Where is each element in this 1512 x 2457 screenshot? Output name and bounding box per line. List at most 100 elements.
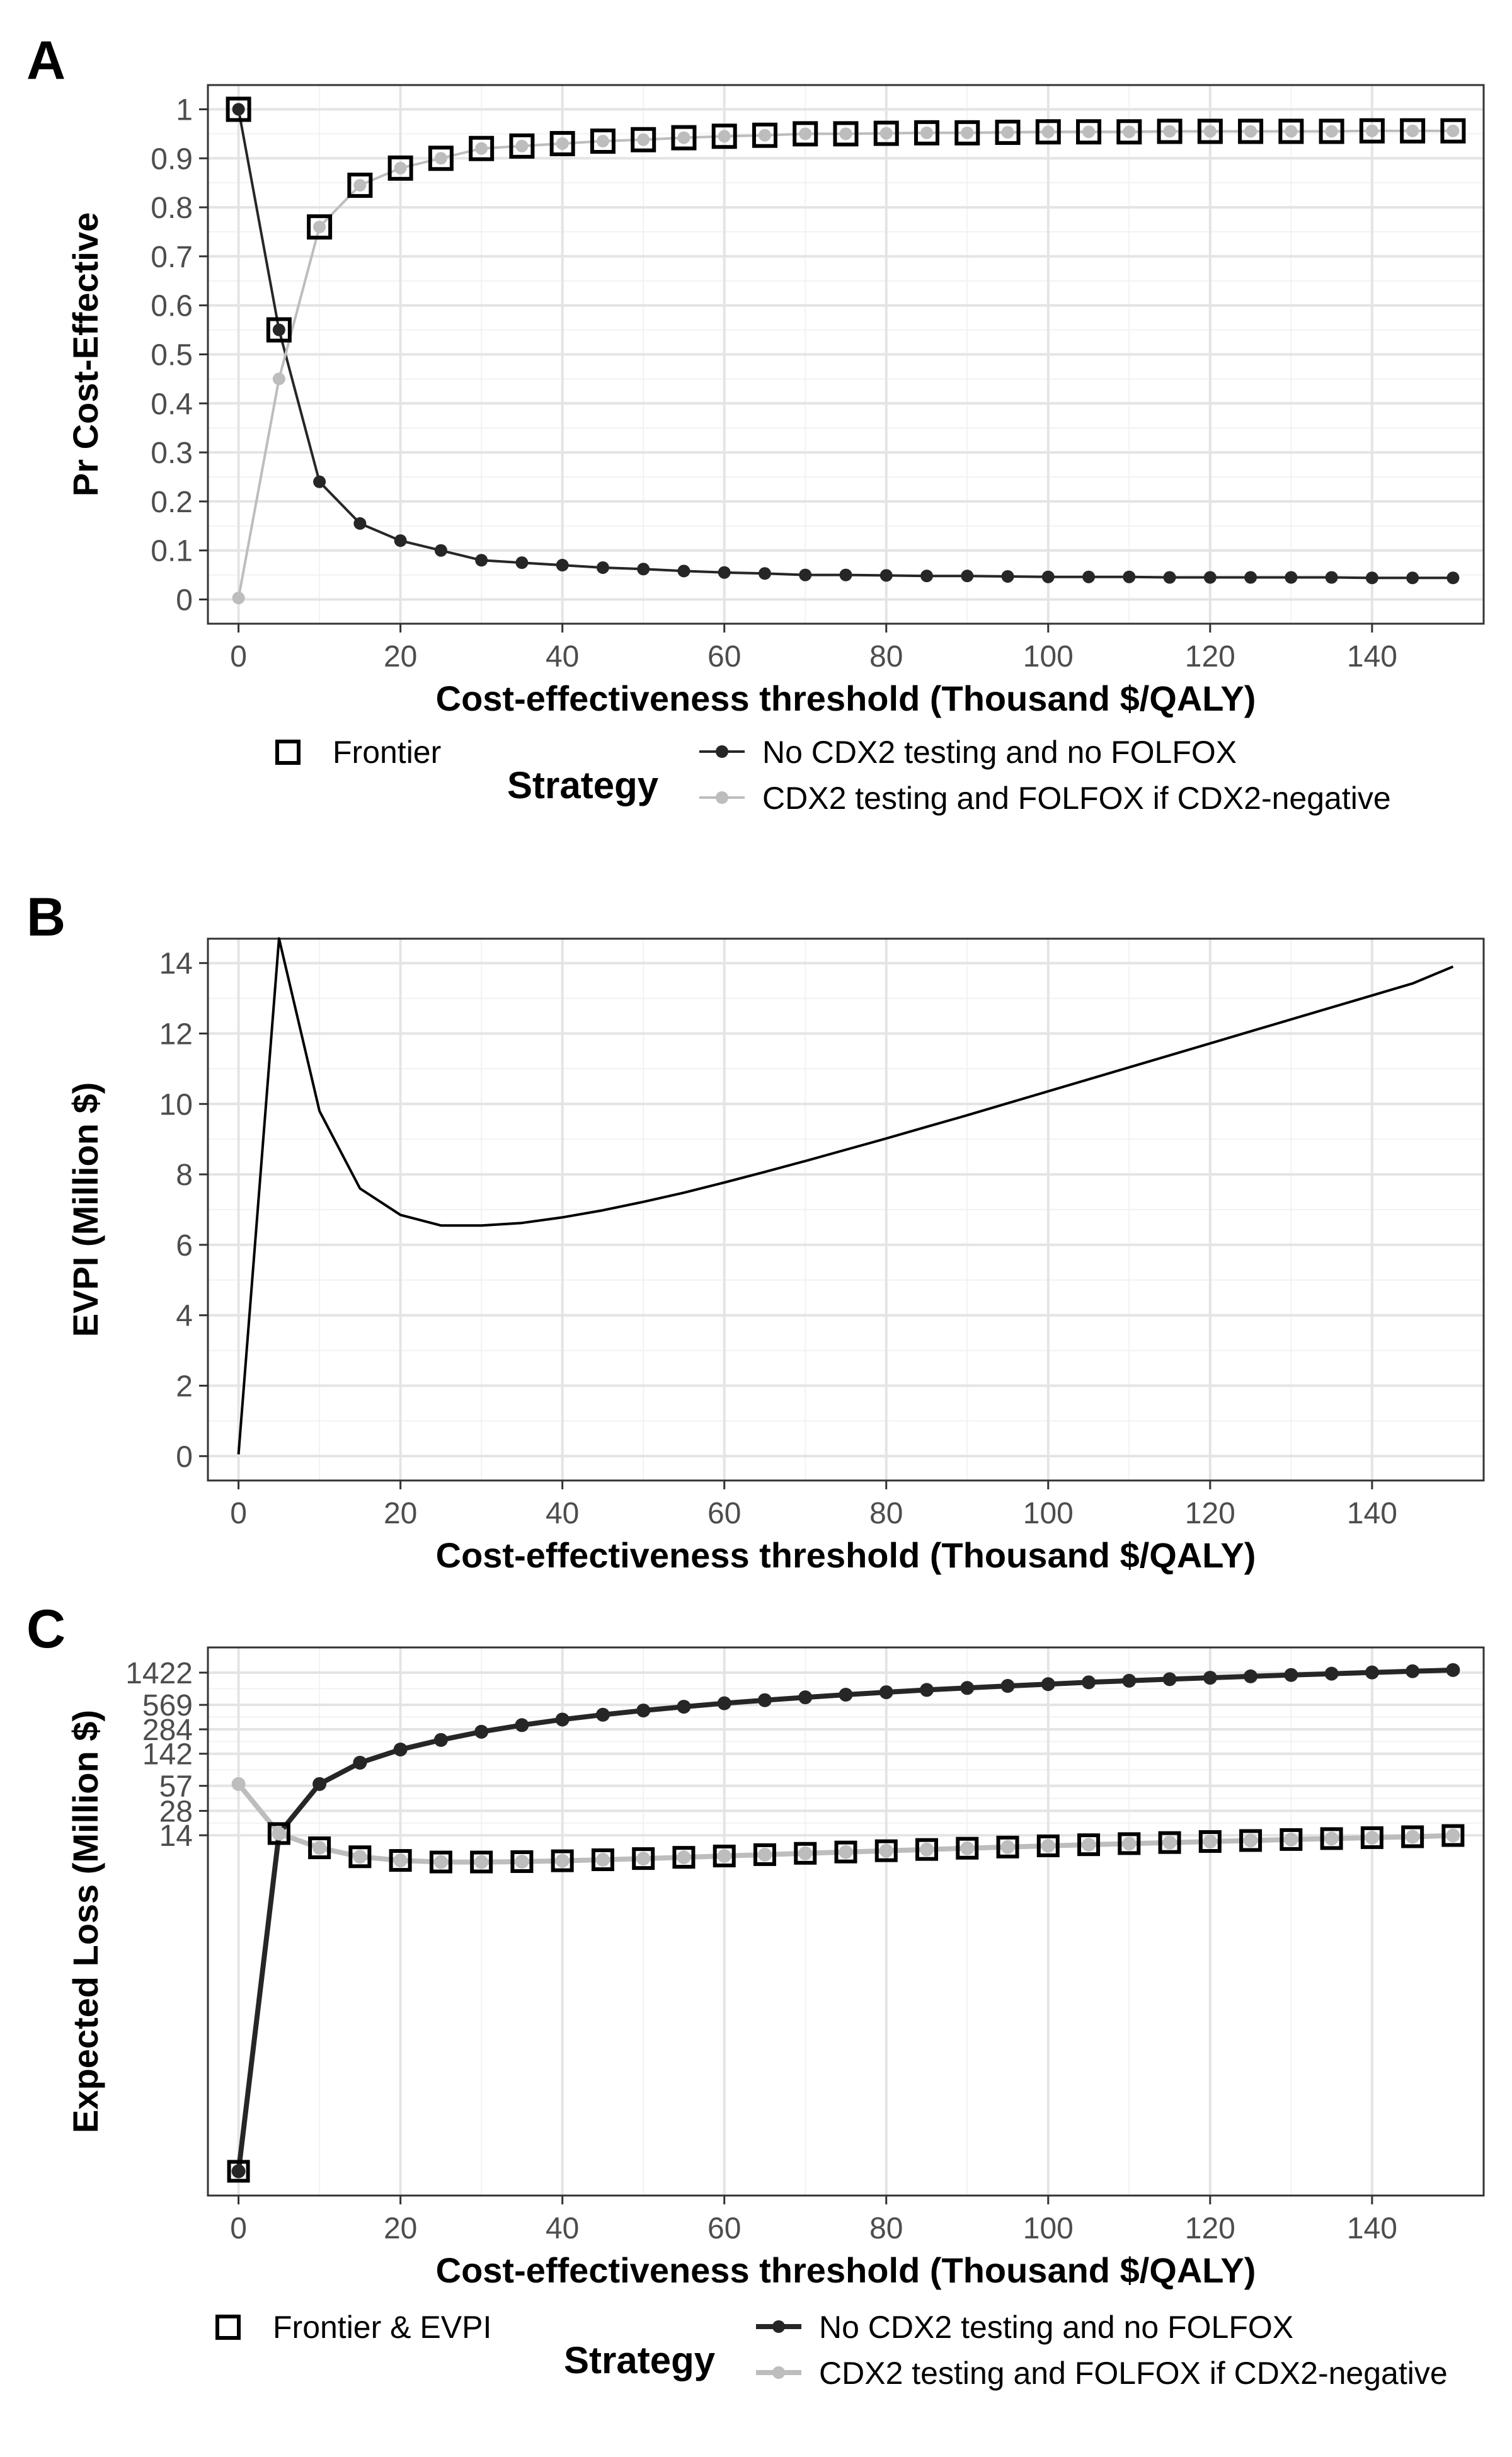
data-point xyxy=(718,130,731,143)
y-tick-label: 0.2 xyxy=(151,486,193,519)
frontier-marker xyxy=(227,2160,250,2183)
legend-key-point xyxy=(772,2366,785,2379)
x-tick-label: 0 xyxy=(230,2212,247,2245)
panel-letter-a: A xyxy=(26,30,66,91)
legend-item-label: CDX2 testing and FOLFOX if CDX2-negative xyxy=(819,2356,1448,2391)
data-point xyxy=(960,1681,975,1695)
y-tick-label: 0.3 xyxy=(151,437,193,470)
data-point xyxy=(232,592,245,605)
data-point xyxy=(1446,571,1460,585)
frontier-marker xyxy=(632,1847,655,1870)
x-tick-label: 100 xyxy=(1023,2212,1074,2245)
plot-frame xyxy=(207,84,1485,625)
data-point xyxy=(393,1743,408,1757)
frontier-marker xyxy=(389,1849,412,1872)
y-tick-label: 12 xyxy=(159,1018,193,1051)
data-point xyxy=(1365,1830,1379,1845)
data-point xyxy=(1041,570,1055,583)
x-tick-label: 60 xyxy=(707,1497,741,1530)
frontier-marker xyxy=(347,173,373,198)
frontier-marker xyxy=(348,1845,372,1869)
data-point xyxy=(555,1853,570,1868)
data-point xyxy=(272,323,285,336)
data-point xyxy=(1001,570,1014,583)
data-point xyxy=(839,568,852,581)
frontier-marker xyxy=(551,1849,574,1872)
y-tick-label: 10 xyxy=(159,1088,193,1121)
panel-a-chart: 0 20 40 60 80 100 120 140 0 0.1 0.2 0.3 0.4 0.5 0.6 0.7… xyxy=(66,84,1485,816)
frontier-marker xyxy=(549,130,575,156)
data-point xyxy=(515,1718,529,1732)
data-point xyxy=(1446,1828,1460,1843)
data-point xyxy=(1122,1673,1137,1688)
data-point xyxy=(798,1846,813,1860)
data-point xyxy=(312,1841,327,1855)
data-point xyxy=(1163,571,1176,584)
data-point xyxy=(839,127,852,140)
frontier-marker xyxy=(914,120,940,146)
frontier-marker xyxy=(266,317,292,343)
data-point xyxy=(1163,125,1176,138)
data-point xyxy=(231,1777,246,1791)
y-tick-label: 0.9 xyxy=(151,142,193,176)
data-point xyxy=(475,142,488,155)
data-point xyxy=(1082,1675,1096,1690)
frontier-marker xyxy=(1278,118,1304,144)
y-tick-label: 14 xyxy=(159,1819,193,1853)
frontier-marker xyxy=(1239,1829,1263,1852)
data-point xyxy=(961,570,974,583)
data-point xyxy=(1285,571,1298,584)
y-tick-label: 6 xyxy=(176,1229,193,1263)
data-point xyxy=(353,1755,367,1770)
data-point xyxy=(799,127,812,140)
frontier-marker xyxy=(1238,118,1264,144)
frontier-marker xyxy=(429,1850,452,1874)
panel-letter-c: C xyxy=(26,1599,66,1659)
plot-frame xyxy=(207,1646,1485,2197)
frontier-marker xyxy=(307,214,333,240)
data-point xyxy=(433,1732,448,1747)
data-point xyxy=(515,556,529,570)
data-point xyxy=(1082,570,1096,583)
data-point xyxy=(1082,125,1096,139)
data-point xyxy=(1446,124,1460,137)
frontier-marker xyxy=(1035,119,1061,145)
y-tick-label: 14 xyxy=(159,948,193,981)
data-point xyxy=(718,566,731,579)
y-tick-label: 2 xyxy=(176,1370,193,1404)
data-point xyxy=(879,1843,893,1858)
data-point xyxy=(312,1777,327,1791)
legend-key-point xyxy=(772,2320,785,2333)
panel-b-chart: 0 20 40 60 80 100 120 140 0 2 4 6 8 10 12 14 Cost-effect… xyxy=(66,937,1485,1575)
plot-frame xyxy=(207,937,1485,1482)
x-tick-label: 20 xyxy=(384,2212,417,2245)
data-point xyxy=(474,1855,489,1869)
x-tick-label: 0 xyxy=(230,640,247,673)
frontier-marker xyxy=(509,133,535,159)
y-axis-title: Pr Cost-Effective xyxy=(66,212,105,496)
y-tick-label: 4 xyxy=(176,1300,193,1333)
legend-title: Strategy xyxy=(564,2339,716,2381)
data-point xyxy=(1162,1672,1177,1687)
frontier-marker xyxy=(1441,1824,1465,1847)
frontier-marker xyxy=(1076,119,1102,145)
frontier-marker xyxy=(1319,118,1344,144)
data-point xyxy=(879,1685,893,1700)
x-tick-label: 40 xyxy=(546,1497,579,1530)
data-point xyxy=(798,1690,813,1705)
x-tick-label: 80 xyxy=(869,1497,903,1530)
data-point xyxy=(1082,1838,1096,1852)
data-point xyxy=(677,1850,691,1865)
y-tick-label: 1 xyxy=(176,93,193,127)
data-point xyxy=(434,544,447,557)
y-tick-label: 0.4 xyxy=(151,387,193,421)
x-tick-label: 0 xyxy=(230,1497,247,1530)
x-tick-label: 120 xyxy=(1185,640,1235,673)
y-tick-label: 284 xyxy=(142,1714,193,1747)
data-point xyxy=(555,1712,570,1727)
data-point xyxy=(1365,124,1378,137)
data-point xyxy=(1285,125,1298,138)
data-point xyxy=(232,103,245,116)
frontier-marker xyxy=(873,120,899,146)
